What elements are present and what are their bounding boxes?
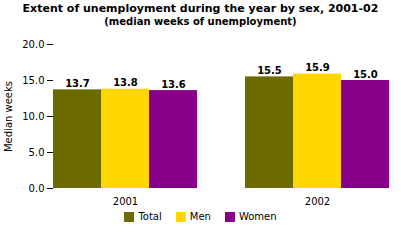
svg-text:15.9: 15.9 — [305, 62, 330, 73]
svg-text:0.0: 0.0 — [29, 183, 45, 194]
svg-text:5.0: 5.0 — [29, 147, 45, 158]
svg-text:13.6: 13.6 — [161, 79, 186, 90]
svg-text:Median weeks: Median weeks — [3, 81, 14, 152]
html-text:Total: Total — [138, 211, 162, 223]
svg-text:10.0: 10.0 — [22, 111, 44, 122]
svg-text:13.8: 13.8 — [113, 78, 138, 89]
html-text:Men: Men — [189, 211, 211, 223]
html-text:Extent of unemployment during: Extent of unemployment during the year b… — [22, 2, 379, 15]
svg-text:20.0: 20.0 — [22, 39, 44, 50]
svg-text:2002: 2002 — [305, 196, 330, 207]
svg-text:13.7: 13.7 — [65, 78, 90, 89]
html-text:Women: Women — [238, 211, 277, 223]
svg-text:15.5: 15.5 — [257, 65, 282, 76]
html-text:(median weeks of unemployment): (median weeks of unemployment) — [104, 15, 297, 27]
svg-text:15.0: 15.0 — [22, 75, 44, 86]
svg-text:2001: 2001 — [113, 196, 138, 207]
svg-text:15.0: 15.0 — [353, 69, 378, 80]
